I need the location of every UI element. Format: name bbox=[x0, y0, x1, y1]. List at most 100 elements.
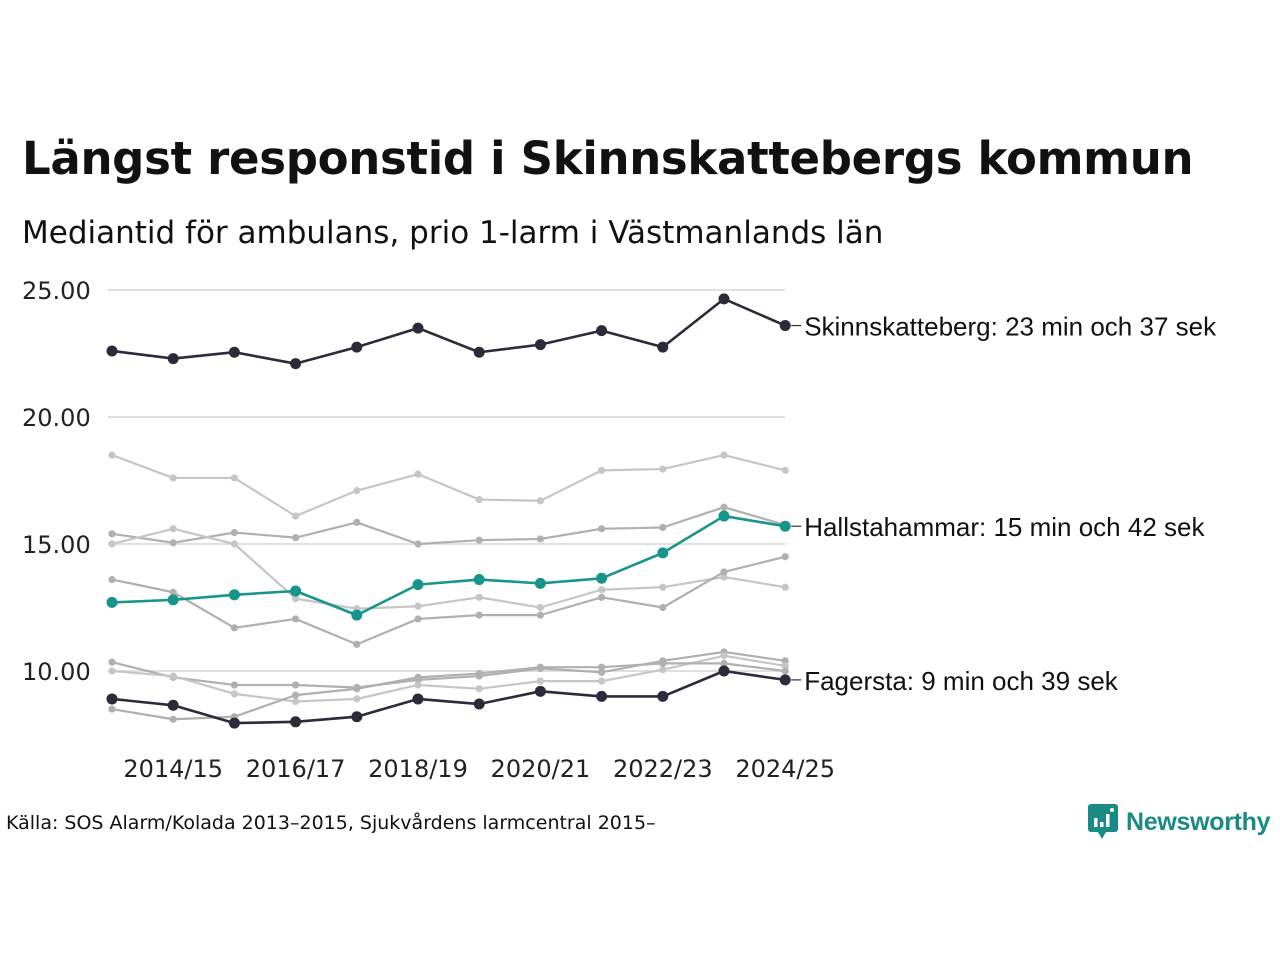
data-point-kommun-d bbox=[230, 624, 238, 632]
data-point-hallstahammar bbox=[351, 609, 363, 621]
data-point-kommun-d bbox=[659, 603, 667, 612]
data-point-kommun-a bbox=[781, 466, 789, 474]
data-point-kommun-a bbox=[475, 495, 483, 504]
data-point-kommun-c bbox=[720, 573, 728, 581]
series-line-skinnskatteberg bbox=[111, 297, 786, 365]
data-point-kommun-d bbox=[292, 615, 300, 623]
data-point-hallstahammar bbox=[779, 520, 791, 532]
data-point-kommun-d bbox=[169, 588, 177, 596]
series-line-kommun-c bbox=[111, 527, 786, 610]
data-point-skinnskatteberg bbox=[228, 346, 240, 358]
data-point-kommun-d bbox=[598, 593, 606, 601]
data-point-kommun-a bbox=[414, 470, 422, 478]
data-point-skinnskatteberg bbox=[779, 320, 791, 332]
data-point-kommun-a bbox=[598, 466, 606, 474]
data-point-hallstahammar bbox=[657, 547, 669, 559]
data-point-skinnskatteberg bbox=[351, 341, 363, 353]
data-point-kommun-f bbox=[659, 666, 667, 674]
data-point-kommun-b bbox=[536, 535, 545, 543]
data-point-kommun-a bbox=[169, 474, 177, 482]
data-point-kommun-g bbox=[169, 715, 177, 723]
data-point-hallstahammar bbox=[106, 596, 118, 608]
data-point-hallstahammar bbox=[167, 594, 179, 606]
data-point-kommun-f bbox=[598, 677, 606, 685]
data-point-kommun-d bbox=[414, 615, 422, 623]
highlighted-series bbox=[106, 293, 791, 729]
data-point-kommun-c bbox=[292, 595, 300, 603]
data-point-kommun-b bbox=[108, 530, 116, 538]
series-line-hallstahammar bbox=[111, 514, 786, 617]
data-point-kommun-d bbox=[353, 640, 361, 648]
x-tick-label: 2016/17 bbox=[246, 755, 346, 783]
data-point-kommun-g bbox=[475, 669, 483, 678]
data-point-kommun-c bbox=[230, 540, 238, 548]
data-point-kommun-f bbox=[353, 695, 361, 703]
data-point-skinnskatteberg bbox=[290, 358, 302, 370]
series-line-kommun-b bbox=[111, 506, 786, 546]
data-point-skinnskatteberg bbox=[718, 293, 730, 305]
data-point-kommun-d bbox=[781, 553, 789, 561]
data-point-hallstahammar bbox=[412, 579, 424, 591]
data-point-kommun-f bbox=[169, 672, 177, 680]
data-point-skinnskatteberg bbox=[534, 339, 546, 351]
data-point-kommun-e bbox=[781, 657, 789, 665]
data-point-kommun-g bbox=[536, 663, 545, 671]
series-label-fagersta: Fagersta: 9 min och 39 sek bbox=[804, 666, 1119, 696]
data-point-skinnskatteberg bbox=[106, 345, 118, 357]
newsworthy-logo[interactable]: Newsworthy bbox=[1088, 804, 1271, 840]
data-point-fagersta bbox=[534, 685, 546, 697]
series-line-kommun-d bbox=[111, 555, 786, 646]
series-line-kommun-f bbox=[111, 654, 786, 703]
data-point-hallstahammar bbox=[718, 510, 730, 522]
x-tick-label: 2020/21 bbox=[491, 755, 591, 783]
data-point-kommun-a bbox=[230, 474, 238, 482]
data-point-kommun-b bbox=[353, 518, 361, 527]
data-point-kommun-g bbox=[659, 659, 667, 667]
y-tick-label: 20.00 bbox=[22, 404, 91, 432]
data-point-fagersta bbox=[412, 693, 424, 705]
data-point-hallstahammar bbox=[596, 572, 608, 584]
data-point-kommun-b bbox=[169, 539, 177, 547]
data-point-kommun-b bbox=[292, 534, 300, 542]
y-tick-label: 15.00 bbox=[22, 531, 91, 559]
data-point-kommun-d bbox=[720, 568, 728, 576]
data-point-fagersta bbox=[228, 717, 240, 729]
newsworthy-icon bbox=[1088, 804, 1118, 839]
data-point-skinnskatteberg bbox=[412, 322, 424, 334]
chart-title: Längst responstid i Skinnskattebergs kom… bbox=[22, 132, 1194, 185]
data-point-kommun-c bbox=[598, 586, 606, 594]
data-point-skinnskatteberg bbox=[657, 341, 669, 353]
data-point-kommun-e bbox=[598, 668, 606, 676]
data-point-kommun-c bbox=[414, 602, 422, 610]
data-point-kommun-a bbox=[353, 487, 361, 495]
data-point-hallstahammar bbox=[290, 585, 302, 597]
data-point-kommun-b bbox=[475, 536, 483, 544]
series-label-hallstahammar: Hallstahammar: 15 min och 42 sek bbox=[804, 512, 1205, 542]
data-point-kommun-b bbox=[414, 540, 422, 548]
data-point-kommun-f bbox=[108, 667, 116, 675]
data-point-kommun-a bbox=[292, 512, 300, 520]
data-point-kommun-g bbox=[598, 663, 606, 671]
data-point-kommun-e bbox=[292, 681, 300, 689]
brand-name: Newsworthy bbox=[1126, 807, 1271, 836]
data-point-kommun-g bbox=[108, 705, 116, 713]
data-point-kommun-g bbox=[353, 685, 361, 693]
data-point-kommun-f bbox=[292, 697, 300, 706]
data-point-kommun-g bbox=[720, 659, 728, 667]
data-point-kommun-a bbox=[108, 451, 116, 459]
data-point-skinnskatteberg bbox=[167, 353, 179, 365]
x-axis-ticks: 2014/15 2016/17 2018/19 2020/21 2022/23 2024/… bbox=[123, 755, 835, 783]
data-point-kommun-b bbox=[659, 523, 667, 532]
chart-subtitle: Mediantid för ambulans, prio 1-larm i Vä… bbox=[22, 215, 884, 251]
data-point-kommun-a bbox=[536, 497, 545, 505]
line-chart: 25.00 20.00 15.00 10.00 2014/15 2016/17 2018/… bbox=[22, 277, 1217, 783]
data-point-fagersta bbox=[596, 690, 608, 702]
data-point-kommun-f bbox=[781, 662, 789, 670]
data-point-kommun-c bbox=[169, 525, 177, 533]
data-point-skinnskatteberg bbox=[596, 325, 608, 337]
data-point-kommun-f bbox=[475, 685, 483, 693]
data-point-kommun-f bbox=[536, 677, 545, 685]
data-point-fagersta bbox=[779, 674, 791, 686]
data-point-kommun-d bbox=[108, 575, 116, 584]
grid-lines bbox=[108, 289, 785, 672]
